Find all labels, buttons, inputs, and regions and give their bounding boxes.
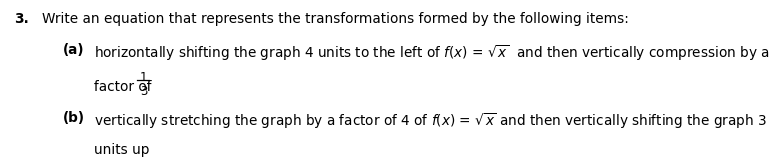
- Text: Write an equation that represents the transformations formed by the following it: Write an equation that represents the tr…: [42, 12, 629, 26]
- Text: 3.: 3.: [14, 12, 28, 26]
- Text: vertically stretching the graph by a factor of 4 of $f$($x$) = $\sqrt{x}$ and th: vertically stretching the graph by a fac…: [94, 111, 767, 131]
- Text: 3: 3: [140, 85, 148, 98]
- Text: horizontally shifting the graph 4 units to the left of $f$($x$) = $\sqrt{x}$  an: horizontally shifting the graph 4 units …: [94, 43, 769, 63]
- Text: factor of: factor of: [94, 80, 155, 94]
- Text: (a): (a): [63, 43, 85, 57]
- Text: 1: 1: [140, 71, 148, 84]
- Text: units up: units up: [94, 143, 149, 157]
- Text: (b): (b): [63, 111, 85, 125]
